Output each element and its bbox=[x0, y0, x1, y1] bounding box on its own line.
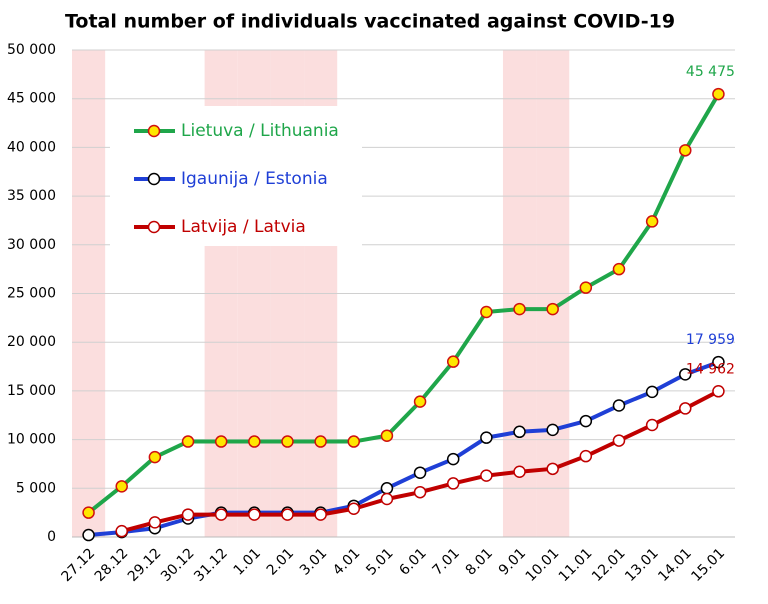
data-point bbox=[281, 508, 294, 521]
y-tick-label: 5 000 bbox=[16, 480, 56, 496]
chart-title: Total number of individuals vaccinated a… bbox=[65, 11, 675, 33]
data-point bbox=[480, 469, 493, 482]
value-label: 17 959 bbox=[686, 332, 735, 348]
y-tick-label: 25 000 bbox=[7, 286, 56, 302]
x-tick-label: 6.01 bbox=[396, 545, 429, 578]
y-tick-label: 30 000 bbox=[7, 237, 56, 253]
y-tick-label: 15 000 bbox=[7, 383, 56, 399]
legend-label: Lietuva / Lithuania bbox=[181, 121, 339, 141]
data-point bbox=[513, 302, 526, 316]
data-point bbox=[181, 435, 195, 448]
data-point bbox=[214, 508, 228, 521]
x-tick-label: 28.12 bbox=[92, 545, 132, 585]
value-label: 14 962 bbox=[686, 361, 735, 377]
series-line bbox=[88, 360, 720, 538]
value-label: 45 475 bbox=[686, 64, 735, 80]
x-tick-label: 1.01 bbox=[231, 545, 264, 578]
data-point bbox=[513, 465, 526, 478]
x-tick-label: 13.01 bbox=[622, 545, 662, 585]
data-point bbox=[712, 385, 725, 398]
legend-marker bbox=[147, 172, 161, 186]
data-point bbox=[446, 477, 460, 490]
x-tick-label: 10.01 bbox=[523, 545, 563, 585]
x-tick-label: 29.12 bbox=[125, 545, 165, 585]
y-tick-label: 35 000 bbox=[7, 188, 56, 204]
x-tick-label: 30.12 bbox=[158, 545, 198, 585]
data-point bbox=[82, 528, 95, 542]
data-point bbox=[546, 462, 559, 476]
data-point bbox=[214, 435, 228, 448]
legend-label: Latvija / Latvia bbox=[181, 217, 306, 237]
data-point bbox=[612, 262, 626, 276]
data-point bbox=[115, 524, 128, 538]
data-point bbox=[546, 302, 559, 316]
data-point bbox=[612, 399, 626, 412]
data-point bbox=[579, 281, 593, 294]
data-point bbox=[480, 431, 493, 444]
data-point bbox=[679, 402, 692, 415]
data-point bbox=[314, 508, 327, 521]
y-tick-label: 20 000 bbox=[7, 334, 56, 350]
data-point bbox=[380, 429, 394, 442]
x-tick-label: 5.01 bbox=[363, 545, 396, 578]
x-tick-label: 14.01 bbox=[655, 545, 695, 585]
data-point bbox=[446, 355, 460, 368]
data-point bbox=[248, 435, 261, 448]
x-tick-label: 8.01 bbox=[463, 545, 496, 578]
data-point bbox=[347, 435, 361, 448]
x-tick-label: 11.01 bbox=[556, 545, 596, 585]
data-point bbox=[148, 516, 162, 529]
legend-label: Igaunija / Estonia bbox=[181, 169, 328, 189]
y-tick-label: 45 000 bbox=[7, 91, 56, 107]
x-tick-label: 27.12 bbox=[59, 545, 99, 585]
data-point bbox=[314, 435, 327, 448]
data-point bbox=[645, 418, 659, 432]
legend: Lietuva / Lithuania Igaunija / Estonia Lat… bbox=[110, 106, 362, 246]
data-point bbox=[579, 414, 593, 428]
data-point bbox=[413, 485, 427, 499]
data-point bbox=[148, 450, 162, 464]
data-point bbox=[645, 215, 659, 228]
x-tick-label: 12.01 bbox=[589, 545, 629, 585]
y-tick-label: 10 000 bbox=[7, 432, 56, 448]
data-point bbox=[380, 492, 394, 506]
data-point bbox=[513, 425, 526, 439]
x-tick-label: 31.12 bbox=[191, 545, 231, 585]
legend-marker bbox=[147, 220, 161, 234]
data-point bbox=[82, 506, 95, 519]
x-tick-label: 4.01 bbox=[330, 545, 363, 578]
data-point bbox=[546, 423, 559, 437]
legend-marker bbox=[147, 124, 161, 138]
data-point bbox=[679, 144, 692, 157]
data-point bbox=[347, 502, 361, 516]
x-tick-label: 2.01 bbox=[264, 545, 297, 578]
data-point bbox=[645, 385, 659, 399]
x-tick-label: 7.01 bbox=[430, 545, 463, 578]
x-tick-label: 3.01 bbox=[297, 545, 330, 578]
data-point bbox=[380, 482, 394, 495]
x-tick-label: 15.01 bbox=[688, 545, 728, 585]
data-point bbox=[413, 466, 427, 479]
data-point bbox=[413, 395, 427, 408]
data-point bbox=[712, 87, 725, 101]
y-tick-label: 50 000 bbox=[7, 42, 56, 58]
data-point bbox=[480, 305, 493, 319]
data-point bbox=[181, 508, 195, 521]
y-tick-label: 0 bbox=[47, 529, 56, 545]
data-point bbox=[281, 435, 294, 448]
data-point bbox=[679, 368, 692, 381]
data-point bbox=[115, 480, 128, 493]
data-point bbox=[446, 452, 460, 466]
data-point bbox=[579, 449, 593, 463]
data-point bbox=[712, 355, 725, 369]
data-point bbox=[248, 508, 261, 521]
y-tick-label: 40 000 bbox=[7, 139, 56, 155]
data-point bbox=[612, 434, 626, 447]
